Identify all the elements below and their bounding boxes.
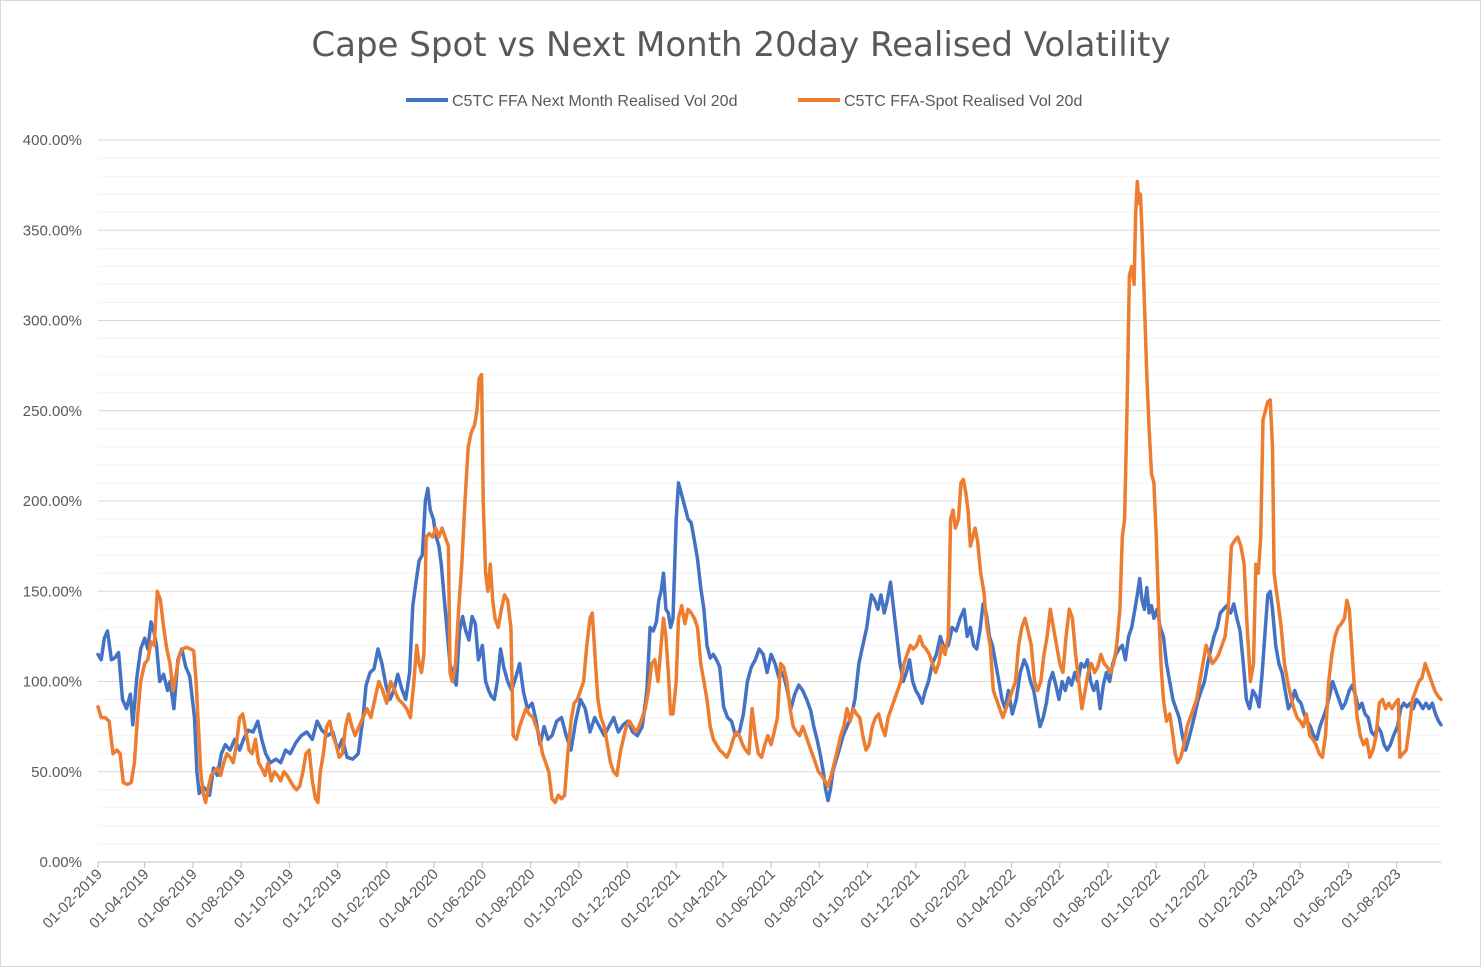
y-tick-label: 200.00%	[23, 493, 82, 510]
series-lines	[96, 179, 1443, 805]
major-gridlines	[98, 139, 1441, 773]
series-line-2	[96, 179, 1443, 805]
y-tick-label: 0.00%	[39, 854, 82, 871]
chart-title: Cape Spot vs Next Month 20day Realised V…	[311, 25, 1170, 65]
legend-label-series-2: C5TC FFA-Spot Realised Vol 20d	[844, 93, 1082, 110]
y-tick-label: 350.00%	[23, 222, 82, 239]
y-tick-label: 150.00%	[23, 583, 82, 600]
legend-label-series-1: C5TC FFA Next Month Realised Vol 20d	[452, 93, 737, 110]
y-tick-label: 100.00%	[23, 674, 82, 691]
y-tick-label: 50.00%	[31, 764, 82, 781]
y-axis-tick-labels: 0.00% 50.00% 100.00% 150.00% 200.00% 250.00% 3…	[23, 132, 82, 871]
legend: C5TC FFA Next Month Realised Vol 20d C5T…	[406, 93, 1082, 110]
y-tick-label: 250.00%	[23, 403, 82, 420]
minor-gridlines	[98, 157, 1441, 845]
y-tick-label: 400.00%	[23, 132, 82, 149]
y-tick-label: 300.00%	[23, 313, 82, 330]
x-axis: 01-02-201901-04-201901-06-201901-08-2019…	[40, 861, 1441, 932]
series-line-1	[96, 481, 1443, 803]
